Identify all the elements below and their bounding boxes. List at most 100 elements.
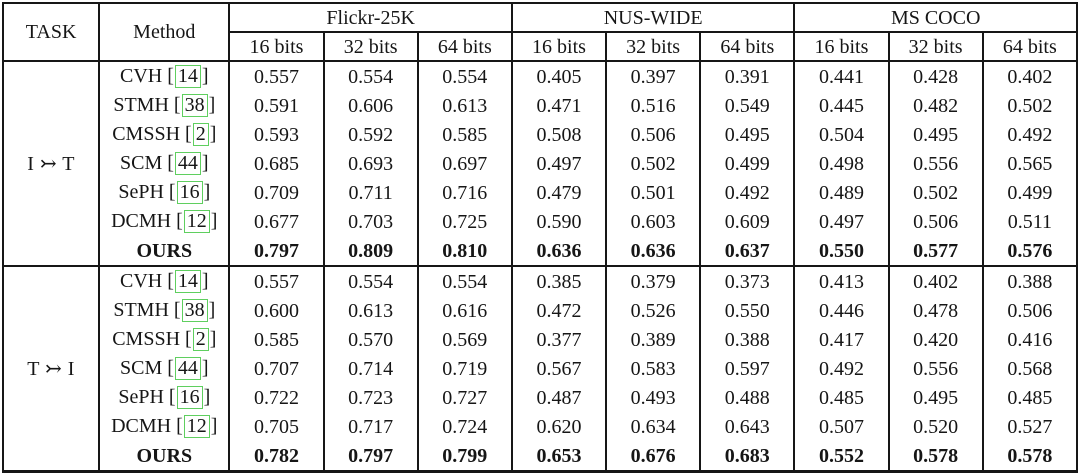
value-cell: 0.416 xyxy=(981,325,1077,354)
citation-link[interactable]: 2 xyxy=(192,328,209,351)
table-row: DCMH [12] 0.677 0.703 0.725 0.590 0.603 0.609 0… xyxy=(3,207,1077,236)
value-cell: 0.493 xyxy=(605,383,701,412)
dataset-header-ms-coco: MS COCO xyxy=(793,3,1077,33)
value-cell: 0.554 xyxy=(416,265,512,296)
table-row: OURS 0.797 0.809 0.810 0.636 0.636 0.637 0.550 0… xyxy=(3,236,1077,266)
value-cell: 0.405 xyxy=(510,61,607,91)
value-cell: 0.441 xyxy=(793,61,889,91)
value-cell: 0.495 xyxy=(887,120,983,149)
value-cell: 0.620 xyxy=(510,412,607,441)
value-cell: 0.499 xyxy=(699,149,795,178)
method-cell: CMSSH [2] xyxy=(98,325,230,354)
value-cell: 0.485 xyxy=(981,383,1077,412)
value-cell: 0.487 xyxy=(510,383,607,412)
value-cell: 0.711 xyxy=(322,178,418,207)
value-cell: 0.506 xyxy=(605,120,701,149)
value-cell: 0.676 xyxy=(605,441,701,472)
value-cell: 0.685 xyxy=(228,149,324,178)
method-cell: STMH [38] xyxy=(98,91,230,120)
value-cell: 0.578 xyxy=(981,441,1077,472)
value-cell: 0.373 xyxy=(699,265,795,296)
value-cell: 0.499 xyxy=(981,178,1077,207)
table-row: OURS 0.782 0.797 0.799 0.653 0.676 0.683 0.552 0… xyxy=(3,441,1077,472)
value-cell: 0.554 xyxy=(322,265,418,296)
bits-header: 32 bits xyxy=(322,32,418,61)
citation-link[interactable]: 14 xyxy=(174,65,201,88)
task-cell: T ↣ I xyxy=(3,265,100,472)
value-cell: 0.478 xyxy=(887,296,983,325)
citation-link[interactable]: 14 xyxy=(174,270,201,293)
value-cell: 0.653 xyxy=(510,441,607,472)
citation-link[interactable]: 38 xyxy=(181,94,208,117)
value-cell: 0.677 xyxy=(228,207,324,236)
table-row: T ↣ I CVH [14] 0.557 0.554 0.554 0.385 0.379 0.… xyxy=(3,265,1077,472)
value-cell: 0.613 xyxy=(322,296,418,325)
value-cell: 0.502 xyxy=(887,178,983,207)
value-cell: 0.810 xyxy=(416,236,512,266)
bits-header: 32 bits xyxy=(605,32,701,61)
value-cell: 0.592 xyxy=(322,120,418,149)
citation-link[interactable]: 44 xyxy=(174,152,201,175)
table-row: DCMH [12] 0.705 0.717 0.724 0.620 0.634 0.643 0… xyxy=(3,412,1077,441)
citation-link[interactable]: 12 xyxy=(183,415,210,438)
value-cell: 0.568 xyxy=(981,354,1077,383)
value-cell: 0.569 xyxy=(416,325,512,354)
header-row-datasets: TASK Method Flickr-25K NUS-WIDE MS COCO xyxy=(3,3,1077,61)
value-cell: 0.636 xyxy=(510,236,607,266)
value-cell: 0.504 xyxy=(793,120,889,149)
citation-link[interactable]: 2 xyxy=(192,123,209,146)
value-cell: 0.402 xyxy=(887,265,983,296)
method-cell: SCM [44] xyxy=(98,149,230,178)
dataset-header-nus-wide: NUS-WIDE xyxy=(510,3,795,33)
value-cell: 0.583 xyxy=(605,354,701,383)
value-cell: 0.397 xyxy=(605,61,701,91)
citation-link[interactable]: 16 xyxy=(176,181,203,204)
value-cell: 0.506 xyxy=(887,207,983,236)
value-cell: 0.379 xyxy=(605,265,701,296)
header-row-bits: 16 bits 32 bits 64 bits 16 bits 32 bits … xyxy=(3,32,1077,61)
value-cell: 0.526 xyxy=(605,296,701,325)
value-cell: 0.600 xyxy=(228,296,324,325)
value-cell: 0.565 xyxy=(981,149,1077,178)
value-cell: 0.591 xyxy=(228,91,324,120)
citation-link[interactable]: 38 xyxy=(181,299,208,322)
col-header-task: TASK xyxy=(25,21,77,43)
value-cell: 0.420 xyxy=(887,325,983,354)
value-cell: 0.385 xyxy=(510,265,607,296)
value-cell: 0.590 xyxy=(510,207,607,236)
value-cell: 0.389 xyxy=(605,325,701,354)
bits-header: 64 bits xyxy=(416,32,512,61)
value-cell: 0.488 xyxy=(699,383,795,412)
value-cell: 0.502 xyxy=(981,91,1077,120)
citation-link[interactable]: 44 xyxy=(174,357,201,380)
value-cell: 0.550 xyxy=(793,236,889,266)
value-cell: 0.578 xyxy=(887,441,983,472)
bits-header: 16 bits xyxy=(228,32,324,61)
value-cell: 0.550 xyxy=(699,296,795,325)
value-cell: 0.527 xyxy=(981,412,1077,441)
citation-link[interactable]: 12 xyxy=(183,210,210,233)
value-cell: 0.709 xyxy=(228,178,324,207)
table-row: SePH [16] 0.722 0.723 0.727 0.487 0.493 0.488 0… xyxy=(3,383,1077,412)
value-cell: 0.576 xyxy=(981,236,1077,266)
value-cell: 0.809 xyxy=(322,236,418,266)
value-cell: 0.520 xyxy=(887,412,983,441)
value-cell: 0.557 xyxy=(228,61,324,91)
value-cell: 0.634 xyxy=(605,412,701,441)
method-cell: SCM [44] xyxy=(98,354,230,383)
table-row: STMH [38] 0.591 0.606 0.613 0.471 0.516 0.549 0… xyxy=(3,91,1077,120)
value-cell: 0.516 xyxy=(605,91,701,120)
value-cell: 0.724 xyxy=(416,412,512,441)
value-cell: 0.613 xyxy=(416,91,512,120)
value-cell: 0.797 xyxy=(322,441,418,472)
value-cell: 0.585 xyxy=(416,120,512,149)
method-cell: SePH [16] xyxy=(98,178,230,207)
value-cell: 0.502 xyxy=(605,149,701,178)
value-cell: 0.723 xyxy=(322,383,418,412)
value-cell: 0.492 xyxy=(699,178,795,207)
value-cell: 0.497 xyxy=(793,207,889,236)
table-body: I ↣ T CVH [14] 0.557 0.554 0.554 0.405 0.397 0.… xyxy=(3,61,1077,472)
citation-link[interactable]: 16 xyxy=(176,386,203,409)
value-cell: 0.471 xyxy=(510,91,607,120)
